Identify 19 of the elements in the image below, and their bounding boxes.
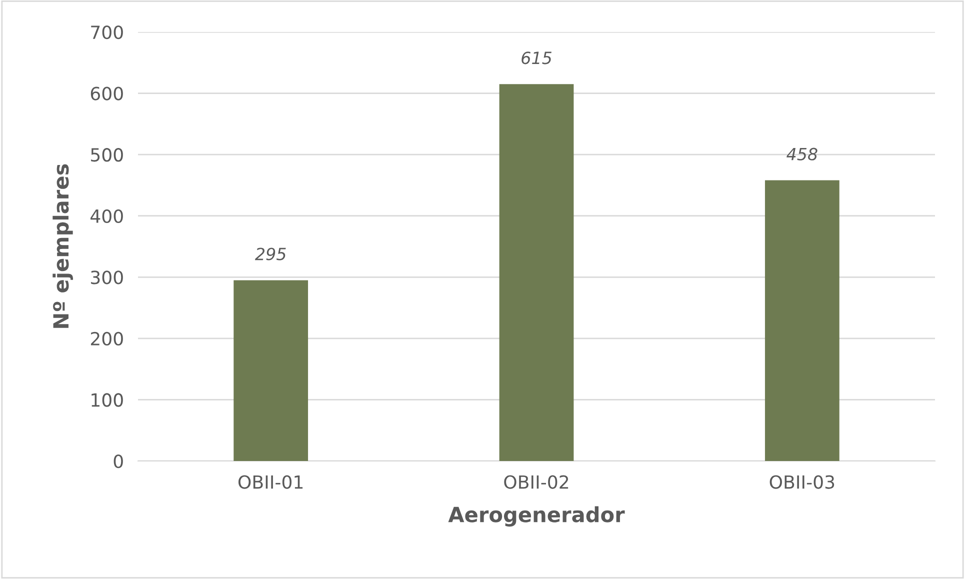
y-tick-label: 700 — [91, 25, 123, 40]
x-tick-label: OBII-03 — [770, 475, 834, 489]
y-axis-title: Nº ejemplares — [52, 164, 73, 328]
bar — [499, 84, 574, 461]
y-tick-label: 0 — [114, 454, 123, 468]
y-tick-label: 400 — [90, 209, 123, 223]
y-tick-label: 500 — [91, 148, 123, 162]
data-label: 458 — [786, 148, 818, 160]
y-tick-label: 100 — [92, 393, 123, 407]
bar — [234, 280, 308, 461]
data-label: 295 — [254, 248, 286, 260]
y-tick-label: 200 — [90, 332, 123, 346]
data-label: 615 — [522, 52, 552, 64]
x-axis-title: Aerogenerador — [448, 506, 625, 527]
x-tick-label: OBII-02 — [504, 475, 568, 489]
x-tick-label: OBII-01 — [238, 475, 303, 489]
y-tick-label: 300 — [91, 270, 123, 284]
bar — [764, 180, 840, 461]
y-tick-label: 600 — [90, 86, 123, 100]
